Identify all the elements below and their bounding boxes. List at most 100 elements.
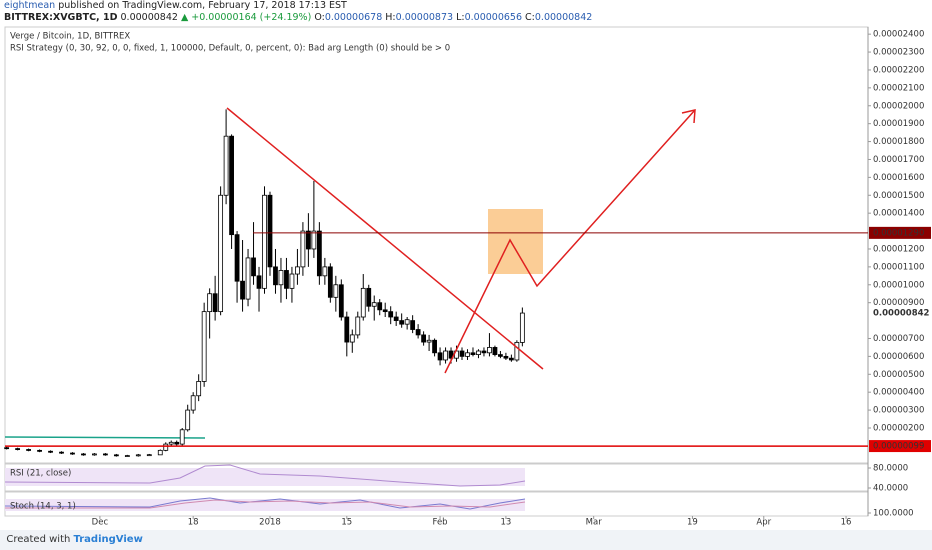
- y-tick-label: 0.00002000: [873, 101, 924, 111]
- stoch-title: Stoch (14, 3, 1): [10, 502, 76, 512]
- candle-body: [300, 230, 306, 268]
- y-tick-label: 0.00001100: [873, 262, 924, 272]
- candle-body: [305, 230, 311, 250]
- candle-body: [168, 441, 174, 445]
- target-box: [488, 209, 543, 274]
- x-tick-label: Apr: [756, 518, 771, 528]
- candle-body: [26, 449, 31, 451]
- candle-body: [404, 319, 410, 325]
- ohlc-value: 0.00000873: [395, 12, 454, 23]
- candle-body: [212, 293, 218, 313]
- candle-body: [267, 194, 273, 268]
- candle-body: [487, 347, 492, 354]
- candle-body: [465, 352, 470, 357]
- candle-body: [218, 194, 224, 313]
- price-label: 0.00001290: [873, 228, 924, 238]
- ohlc-value: 0.00000656: [464, 12, 523, 23]
- candle-body: [163, 443, 169, 451]
- ohlc-label: H:: [385, 12, 396, 23]
- candle-body: [223, 135, 229, 196]
- candle-body: [113, 454, 119, 457]
- candle-body: [295, 266, 300, 275]
- candle-body: [382, 309, 388, 313]
- rsi-line: [4, 464, 526, 487]
- candle-body: [229, 135, 234, 236]
- x-tick-label: 15: [341, 518, 352, 528]
- candle-body: [377, 302, 383, 311]
- brand[interactable]: TradingView: [73, 534, 143, 545]
- candle-body: [399, 320, 405, 325]
- candle-body: [470, 352, 476, 355]
- ohlc: O:0.00000678 H:0.00000873 L:0.00000656 C…: [314, 12, 592, 23]
- candle-body: [514, 342, 520, 361]
- candle-body: [124, 455, 130, 457]
- candle-body: [196, 381, 202, 397]
- candle-body: [333, 284, 339, 298]
- candle-body: [234, 234, 240, 282]
- y-tick-label: 0.00000300: [873, 406, 924, 416]
- candle-body: [4, 447, 10, 450]
- candle-body: [481, 350, 487, 354]
- candle-body: [443, 350, 448, 361]
- ohlc-label: L:: [456, 12, 465, 23]
- y-tick-label: 0.00001400: [873, 209, 924, 219]
- y-tick-label: 0.00002200: [873, 65, 924, 75]
- rsi-band: [5, 468, 525, 486]
- candle-body: [102, 453, 108, 456]
- candle-body: [388, 311, 394, 318]
- candle-body: [251, 257, 256, 277]
- candle-body: [284, 270, 289, 289]
- y-tick-label: 0.00001900: [873, 119, 924, 129]
- candle-body: [135, 454, 141, 457]
- candle-body: [476, 350, 481, 355]
- y-tick-label: 0.00000500: [873, 370, 924, 380]
- candle-body: [70, 452, 75, 455]
- candles: [4, 109, 525, 457]
- green-drawing: [4, 436, 206, 439]
- candle-body: [508, 357, 514, 361]
- publisher[interactable]: eightmean: [4, 0, 56, 11]
- last: 0.00000842: [120, 12, 178, 23]
- candle-body: [81, 453, 86, 456]
- arrow-head: [681, 109, 696, 124]
- x-tick-label: Feb: [433, 518, 448, 528]
- quote-line: BITTREX:XVGBTC, 1D 0.00000842 ▲ +0.00000…: [0, 12, 932, 24]
- y-tick-label: 0.00000600: [873, 352, 924, 362]
- publish-line: eightmean published on TradingView.com, …: [0, 0, 932, 12]
- y-tick-label: 0.00002400: [873, 30, 924, 40]
- candle-body: [355, 316, 361, 336]
- published: published on TradingView.com, February 1…: [58, 0, 347, 11]
- stoch-tick-label: 100.0000: [873, 509, 914, 519]
- ohlc-label: O:: [314, 12, 325, 23]
- footer: Created with TradingView: [0, 530, 932, 550]
- change: ▲ +0.00000164 (+24.19%): [180, 12, 312, 23]
- candle-body: [37, 449, 42, 452]
- x-tick-label: Mar: [586, 518, 603, 528]
- candle-body: [48, 450, 53, 453]
- candle-body: [273, 266, 278, 286]
- candle-body: [289, 273, 295, 289]
- chart-subtitle: RSI Strategy (0, 30, 92, 0, 0, fixed, 1,…: [10, 44, 450, 54]
- chart-title: Verge / Bitcoin, 1D, BITTREX: [10, 32, 130, 42]
- y-tick-label: 0.00001700: [873, 155, 924, 165]
- candle-body: [278, 270, 284, 286]
- created-with: Created with: [6, 534, 71, 545]
- candle-body: [421, 334, 427, 343]
- stoch-d: [5, 499, 526, 509]
- candle-body: [92, 453, 97, 456]
- candle-body: [146, 454, 152, 457]
- candle-body: [262, 194, 267, 289]
- y-tick-label: 0.00001000: [873, 280, 924, 290]
- candle-body: [174, 441, 180, 445]
- candle-body: [349, 334, 355, 343]
- candle-body: [360, 287, 366, 318]
- chart: Verge / Bitcoin, 1D, BITTREX RSI Strateg…: [4, 26, 931, 528]
- candle-body: [410, 320, 416, 330]
- candle-body: [256, 275, 262, 289]
- candle-body: [322, 266, 328, 277]
- candle-body: [59, 451, 64, 454]
- y-tick-label: 0.00000200: [873, 423, 924, 433]
- candle-body: [240, 280, 245, 300]
- candle-body: [15, 448, 21, 450]
